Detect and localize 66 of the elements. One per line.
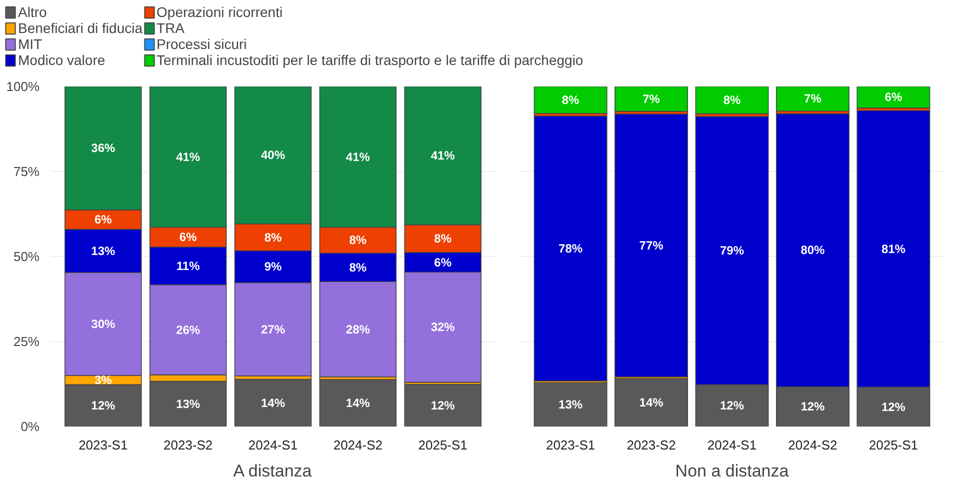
legend-label: TRA	[156, 20, 185, 36]
y-tick-label: 75%	[13, 164, 40, 179]
data-label: 6%	[434, 255, 452, 270]
data-label: 8%	[434, 232, 452, 246]
data-label: 8%	[349, 260, 367, 274]
x-tick-label: 2023-S1	[546, 438, 596, 452]
data-label: 8%	[349, 233, 367, 248]
data-label: 41%	[176, 150, 200, 164]
y-tick-label: 100%	[6, 79, 40, 94]
legend-label: MIT	[18, 36, 42, 52]
data-label: 40%	[260, 148, 286, 162]
data-label: 8%	[723, 93, 741, 108]
data-label: 12%	[430, 398, 456, 412]
data-label: 6%	[179, 230, 198, 244]
data-label: 80%	[800, 243, 826, 258]
data-label: 78%	[558, 242, 583, 256]
x-tick-label: 2024-S2	[788, 438, 838, 452]
data-label: 6%	[884, 90, 902, 104]
data-label: 12%	[881, 400, 906, 414]
data-label: 8%	[562, 92, 580, 107]
x-tick-label: 2023-S2	[164, 438, 213, 452]
data-label: 28%	[346, 322, 370, 336]
y-tick-label: 50%	[13, 249, 40, 264]
data-label: 13%	[91, 244, 116, 258]
data-label: 77%	[639, 238, 664, 252]
x-tick-label: 2024-S1	[248, 438, 298, 452]
data-label: 26%	[176, 322, 200, 337]
data-label: 27%	[260, 322, 286, 336]
legend-label: Beneficiari di fiducia	[18, 20, 143, 36]
data-label: 9%	[264, 260, 282, 274]
data-label: 7%	[804, 92, 822, 106]
data-label: 12%	[720, 398, 744, 413]
data-label: 14%	[260, 396, 286, 410]
legend-label: Operazioni ricorrenti	[156, 4, 283, 20]
data-label: 41%	[346, 150, 370, 164]
data-label: 7%	[642, 92, 660, 106]
y-tick-label: 0%	[20, 419, 40, 434]
x-tick-label: 2023-S1	[78, 438, 128, 452]
x-axis-title: Non a distanza	[675, 462, 790, 480]
legend-label: Processi sicuri	[156, 36, 247, 52]
series-label: Terminali incustoditi per le tariffe di trasporto e le tariffe di parcheggio	[156, 52, 584, 68]
data-label: 13%	[558, 398, 583, 412]
data-label: 41%	[430, 148, 456, 163]
data-label: 30%	[91, 316, 116, 331]
data-label: 8%	[264, 230, 282, 244]
data-label: 3%	[94, 373, 112, 388]
data-label: 32%	[430, 320, 456, 334]
legend-label: Altro	[18, 4, 47, 20]
x-tick-label: 2023-S2	[626, 438, 676, 452]
x-tick-label: 2024-S1	[707, 438, 757, 452]
data-label: 6%	[94, 212, 112, 227]
data-label: 79%	[720, 244, 744, 258]
data-label: 36%	[91, 141, 116, 156]
y-tick-label: 25%	[13, 334, 40, 349]
x-tick-label: 2025-S1	[868, 438, 918, 452]
data-label: 14%	[346, 396, 370, 410]
data-label: 12%	[91, 398, 116, 413]
x-tick-label: 2025-S1	[418, 438, 468, 452]
legend-label: Modico valore	[18, 52, 106, 68]
data-label: 12%	[800, 400, 826, 414]
data-label: 14%	[639, 396, 664, 410]
x-tick-label: 2024-S2	[333, 438, 383, 452]
data-label: 81%	[881, 242, 906, 256]
data-label: 13%	[176, 396, 200, 411]
data-label: 11%	[176, 258, 200, 273]
x-axis-title: A distanza	[233, 462, 312, 480]
